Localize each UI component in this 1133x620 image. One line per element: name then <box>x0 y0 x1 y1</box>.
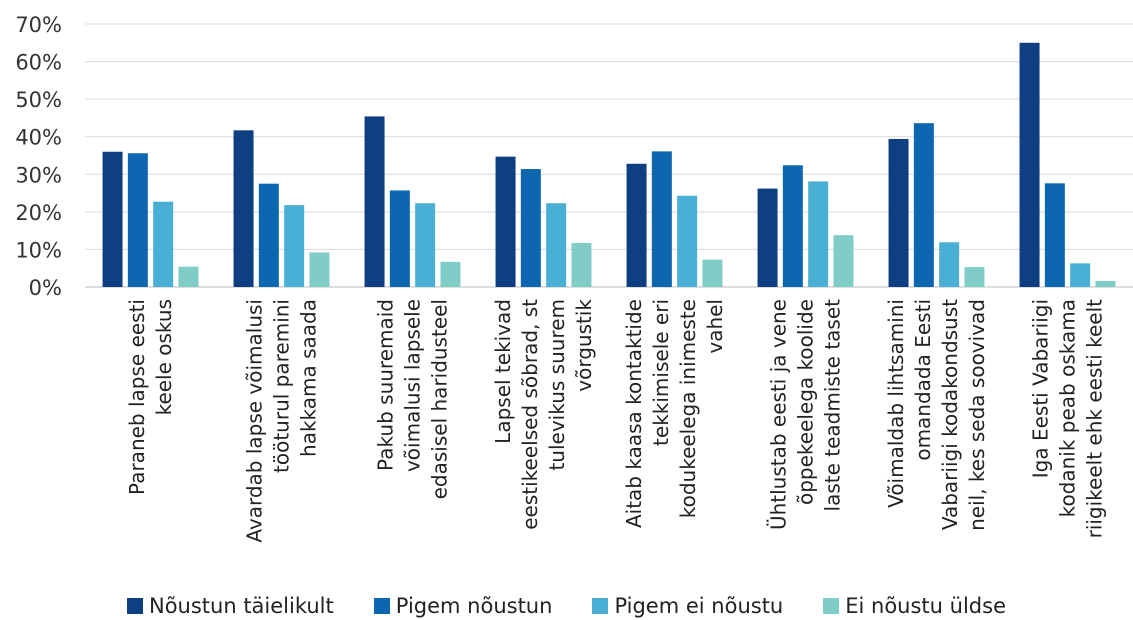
x-category-label: Võimaldab lihtsamini omandada Eesti Vabari… <box>884 299 989 531</box>
bar <box>1070 263 1091 287</box>
bar <box>495 156 516 287</box>
bar <box>757 188 778 287</box>
y-tick-label: 20% <box>15 201 62 225</box>
bar <box>702 259 723 287</box>
y-tick-label: 50% <box>15 88 62 112</box>
x-category-label: Avardab lapse võimalusi tööturul paremini… <box>243 299 321 543</box>
bar <box>626 163 647 287</box>
bar <box>258 183 279 287</box>
bar <box>364 116 385 287</box>
x-category-label: Ühtlustab eesti ja vene õppekeelega kooli… <box>767 299 845 530</box>
bar <box>153 201 174 287</box>
bar <box>939 242 960 287</box>
y-tick-label: 0% <box>29 276 62 300</box>
bar <box>546 203 567 287</box>
chart: 0% 10% 20% 30% 40% 50% 60% 70% Paraneb lapse ees… <box>15 13 1133 543</box>
bar <box>233 130 254 287</box>
y-tick-label: 70% <box>15 13 62 37</box>
y-tick-label: 30% <box>15 163 62 187</box>
bar <box>964 267 985 287</box>
bar <box>1095 280 1116 287</box>
legend-swatch <box>823 598 840 614</box>
bar <box>888 138 909 287</box>
y-tick-label: 10% <box>15 238 62 262</box>
bar <box>651 151 672 287</box>
x-category-label: Iga Eesti Vabariigi kodanik peab oskama ri… <box>1029 299 1107 539</box>
bar <box>102 151 123 287</box>
bar <box>1044 183 1065 287</box>
legend-label: Pigem ei nõustu <box>614 594 784 618</box>
bar <box>440 261 461 287</box>
legend-swatch <box>126 598 143 614</box>
legend-label: Nõustun täielikult <box>148 594 334 618</box>
x-category-label: Aitab kaasa kontaktide tekkimisele eri kod… <box>622 299 727 528</box>
bar <box>284 205 305 287</box>
legend-item: Pigem ei nõustu <box>592 593 783 619</box>
bar <box>178 266 199 287</box>
legend-swatch <box>592 598 609 614</box>
legend-item: Ei nõustu üldse <box>823 593 1006 619</box>
legend-item: Nõustun täielikult <box>126 593 334 619</box>
bar <box>833 235 854 287</box>
y-tick-label: 60% <box>15 51 62 75</box>
bar <box>808 181 829 287</box>
y-tick-label: 40% <box>15 126 62 150</box>
bar <box>677 195 698 287</box>
legend-item: Pigem nõustun <box>373 593 553 619</box>
legend-label: Pigem nõustun <box>395 594 553 618</box>
bar <box>127 153 148 287</box>
bar <box>782 165 803 287</box>
bar <box>913 123 934 287</box>
x-category-label: Lapsel tekivad eestikeelsed sõbrad, st tul… <box>491 299 596 530</box>
bar <box>415 203 436 287</box>
x-category-label: Pakub suuremaid võimalusi lapsele edasisel… <box>374 299 452 499</box>
legend-swatch <box>373 598 390 614</box>
bar <box>309 252 330 287</box>
bar <box>520 169 541 287</box>
legend: Nõustun täielikult Pigem nõustun Pigem ei … <box>0 593 1133 619</box>
x-category-label: Paraneb lapse eesti keele oskus <box>125 299 176 495</box>
legend-label: Ei nõustu üldse <box>845 594 1006 618</box>
bar <box>1019 42 1040 288</box>
bar <box>571 243 592 287</box>
bar <box>389 190 410 287</box>
